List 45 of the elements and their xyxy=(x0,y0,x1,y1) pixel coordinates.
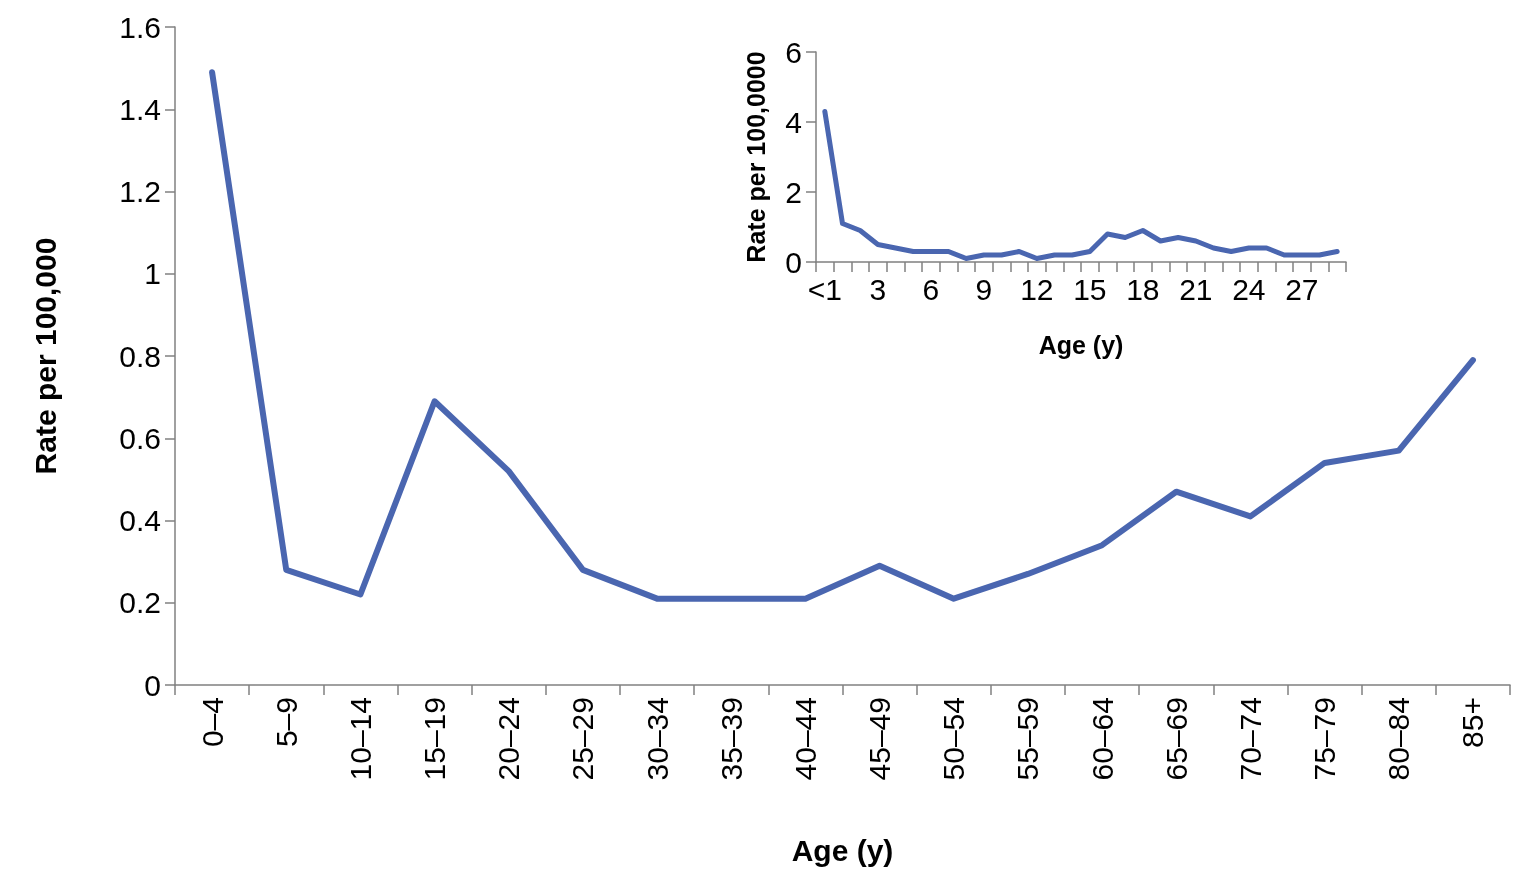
y-axis-title: Rate per 100,0000 xyxy=(741,51,770,263)
y-tick-label: 4 xyxy=(785,105,802,139)
x-tick-label: 55–59 xyxy=(1011,697,1045,781)
y-tick-label: 2 xyxy=(785,175,802,209)
y-tick-label: 0.8 xyxy=(119,339,161,373)
y-tick-label: 1.2 xyxy=(119,175,161,208)
y-tick-label: 1.6 xyxy=(119,10,161,44)
x-tick-label: 65–69 xyxy=(1159,697,1193,781)
x-tick-label: 25–29 xyxy=(566,697,600,781)
x-tick-label: 18 xyxy=(1126,272,1160,306)
x-tick-label: 35–39 xyxy=(714,697,748,781)
x-axis-title: Age (y) xyxy=(791,833,894,867)
x-axis-title: Age (y) xyxy=(1038,330,1124,359)
y-tick-label: 1 xyxy=(144,257,161,291)
x-tick-label: 30–34 xyxy=(640,697,674,781)
x-tick-label: 21 xyxy=(1179,272,1213,306)
x-tick-label: 12 xyxy=(1020,272,1054,306)
x-tick-label: 40–44 xyxy=(788,697,822,781)
x-tick-label: 0–4 xyxy=(195,697,229,748)
x-tick-label: 27 xyxy=(1285,272,1319,306)
x-tick-label: 45–49 xyxy=(863,697,897,781)
x-tick-label: 24 xyxy=(1232,272,1266,306)
x-tick-label: 20–24 xyxy=(492,697,526,781)
x-tick-label: 9 xyxy=(975,272,993,306)
x-tick-label: <1 xyxy=(807,272,842,306)
x-tick-label: 3 xyxy=(869,272,887,306)
y-tick-label: 0 xyxy=(144,668,161,702)
x-tick-label: 85+ xyxy=(1456,697,1490,748)
y-tick-label: 0.2 xyxy=(119,586,161,620)
x-tick-label: 15–19 xyxy=(418,697,452,781)
x-tick-label: 50–54 xyxy=(937,697,971,781)
y-tick-label: 0 xyxy=(785,245,802,279)
x-tick-label: 75–79 xyxy=(1308,697,1342,781)
x-tick-label: 10–14 xyxy=(343,697,377,781)
x-tick-label: 5–9 xyxy=(269,697,303,748)
x-tick-label: 80–84 xyxy=(1382,697,1416,781)
y-tick-label: 0.4 xyxy=(119,504,161,537)
x-tick-label: 6 xyxy=(922,272,940,306)
x-tick-label: 15 xyxy=(1073,272,1107,306)
y-tick-label: 1.4 xyxy=(119,92,161,126)
y-tick-label: 0.6 xyxy=(119,421,161,455)
y-axis-title: Rate per 100,000 xyxy=(28,237,62,475)
x-tick-label: 60–64 xyxy=(1085,697,1119,781)
x-tick-label: 70–74 xyxy=(1233,697,1267,781)
y-tick-label: 6 xyxy=(785,35,802,69)
